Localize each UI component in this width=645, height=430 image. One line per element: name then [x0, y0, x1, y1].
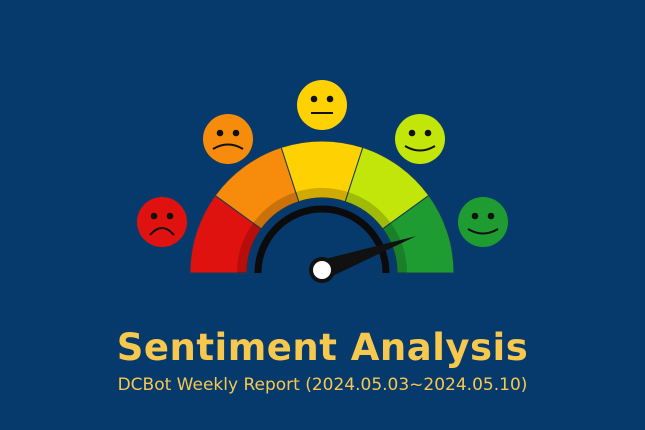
- emoji-faces: [137, 80, 508, 247]
- gauge-segment-shade: [382, 223, 407, 273]
- gauge-segment-very-positive: [381, 194, 455, 274]
- gauge-needle: [318, 236, 417, 280]
- report-subtitle: DCBot Weekly Report (2024.05.03~2024.05.…: [117, 375, 528, 395]
- gauge-segments: [189, 140, 455, 274]
- gauge-inner-arc: [254, 205, 390, 274]
- face-smile-icon: [458, 197, 508, 247]
- face-frown-icon: [137, 197, 187, 247]
- needle-pivot: [313, 261, 331, 279]
- gauge-segment-shade: [345, 192, 391, 229]
- gauge-segment-shade: [253, 192, 299, 229]
- gauge-segment-shade: [295, 188, 349, 202]
- gauge-segment-shade: [237, 223, 262, 273]
- face-slight-frown-icon: [203, 114, 253, 164]
- page-title: Sentiment Analysis: [116, 326, 529, 369]
- face-neutral-icon: [297, 80, 347, 130]
- face-smile-icon: [395, 114, 445, 164]
